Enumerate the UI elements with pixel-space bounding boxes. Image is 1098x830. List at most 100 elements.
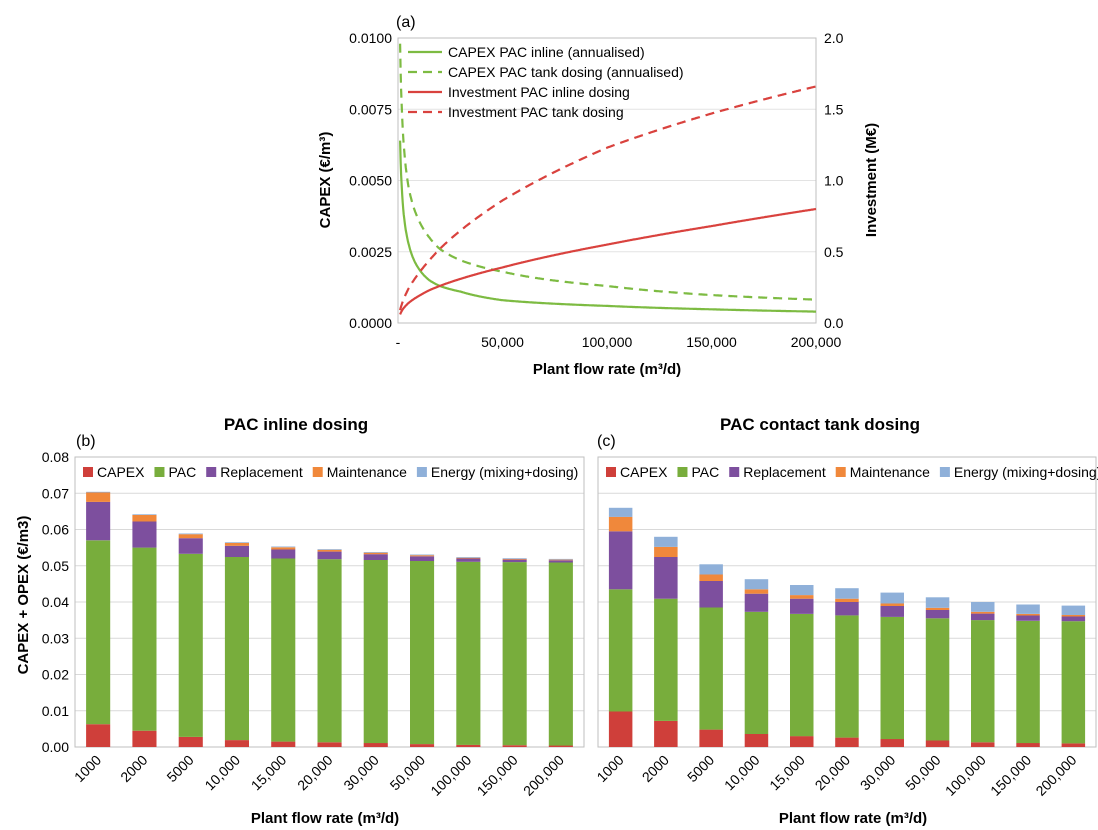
panel-c-label: (c) xyxy=(597,433,616,450)
panel-b-tick-labels: 0.00 0.01 0.02 0.03 0.04 0.05 0.06 0.07 0.08 1000… xyxy=(42,449,567,799)
panel-b-y-axis-title: CAPEX + OPEX (€/m3) xyxy=(15,516,32,675)
panel-c-legend-swatch xyxy=(606,467,616,477)
panel-c-bar-segment xyxy=(925,610,950,619)
panel-b-y-tick-label: 0.06 xyxy=(42,522,69,538)
panel-c-bar-segment xyxy=(608,711,633,747)
panel-c-bar-segment xyxy=(1016,604,1040,614)
panel-c-legend-swatch xyxy=(939,467,950,477)
panel-b-x-tick-label: 100,000 xyxy=(427,752,474,799)
panel-c-bar-segment xyxy=(744,579,769,590)
panel-b-bar-segment xyxy=(132,515,157,522)
panel-b-stacked-bar-chart: PAC inline dosing (b) 0.000.010.020.030.… xyxy=(15,415,585,827)
panel-b-bar-segment xyxy=(271,547,296,550)
panel-a-legend: CAPEX PAC inline (annualised) CAPEX PAC t… xyxy=(408,44,684,120)
panel-b-bar-segment xyxy=(502,558,527,560)
panel-b-bar-segment xyxy=(456,744,481,747)
panel-c-bar-segment xyxy=(744,734,769,747)
panel-c-bar-segment xyxy=(608,589,633,712)
panel-b-bar-segment xyxy=(456,557,481,559)
panel-a-x-tick-label: 200,000 xyxy=(791,334,842,350)
panel-b-bar-segment xyxy=(410,554,435,556)
panel-b-bar-segment xyxy=(456,557,481,558)
panel-c-bar-segment xyxy=(835,598,859,602)
panel-c-bar-segment xyxy=(835,737,859,747)
panel-c-bar-segment xyxy=(971,611,995,614)
panel-c-bar-segment xyxy=(608,531,633,590)
panel-c-bar-segment xyxy=(880,739,904,747)
panel-c-legend-swatch xyxy=(729,467,740,477)
panel-b-bar-segment xyxy=(178,533,203,535)
panel-b-bar-segment xyxy=(456,561,481,745)
panel-a-label: (a) xyxy=(396,14,416,31)
panel-c-x-tick-label: 20,000 xyxy=(812,752,854,794)
panel-c-bar-segment xyxy=(699,581,723,608)
panel-c-bar-segment xyxy=(971,620,995,743)
panel-b-bar-segment xyxy=(548,558,573,560)
panel-a-y2-axis-title: Investment (M€) xyxy=(863,123,880,237)
panel-b-bar-segment xyxy=(271,741,296,747)
panel-c-legend-label: CAPEX xyxy=(620,464,668,480)
panel-c-legend: CAPEX PAC Replacement Maintenance Energy (mi… xyxy=(606,464,1098,480)
panel-b-legend-swatch xyxy=(206,467,217,477)
panel-b-legend-label: PAC xyxy=(168,464,196,480)
panel-a-x-axis-title: Plant flow rate (m³/d) xyxy=(533,361,681,378)
panel-c-bar-segment xyxy=(1016,620,1040,744)
panel-c-legend-label: Maintenance xyxy=(850,464,930,480)
panel-b-x-tick-label: 1000 xyxy=(71,752,104,785)
panel-b-bar-segment xyxy=(317,742,342,747)
panel-b-bar-segment xyxy=(317,549,342,550)
panel-b-legend-swatch xyxy=(154,467,165,477)
panel-b-y-tick-label: 0.08 xyxy=(42,449,69,465)
panel-c-bar-segment xyxy=(880,616,904,740)
panel-c-bar-segment xyxy=(880,606,904,617)
panel-b-x-axis-title: Plant flow rate (m³/d) xyxy=(251,810,399,827)
panel-a-series-line-1 xyxy=(399,140,816,313)
panel-a-series-line-4 xyxy=(399,85,817,311)
panel-c-bar-segment xyxy=(1061,743,1086,747)
panel-c-bar-segment xyxy=(1016,614,1040,616)
panel-b-bar-segment xyxy=(548,560,573,563)
panel-c-legend-label: Energy (mixing+dosing) xyxy=(954,464,1098,480)
panel-b-legend-label: Maintenance xyxy=(327,464,407,480)
panel-a-legend-label: CAPEX PAC inline (annualised) xyxy=(448,44,645,60)
panel-c-x-tick-label: 2000 xyxy=(639,752,672,785)
panel-c-bar-segment xyxy=(654,720,678,747)
panel-a-tick-labels: 0.0000 0.0 0.0025 0.5 0.0050 1.0 0.0075 1.5 0.01… xyxy=(349,30,844,350)
panel-b-bar-segment xyxy=(410,561,435,745)
panel-b-bar-segment xyxy=(271,558,296,742)
panel-b-bar-segment xyxy=(132,730,157,747)
panel-c-bar-segment xyxy=(654,557,678,599)
panel-b-bar-segment xyxy=(132,514,157,515)
panel-a-line-chart: (a) 0.0000 0.0 0.0025 0.5 0.0050 1.0 0.0075 1.5… xyxy=(317,14,880,378)
panel-b-bar-segment xyxy=(86,501,111,541)
panel-b-bar-segment xyxy=(178,538,203,554)
panel-c-stacked-bar-chart: PAC contact tank dosing (c) 1000 2000 5000… xyxy=(593,415,1098,827)
panel-c-bar-segment xyxy=(925,618,950,741)
panel-c-title: PAC contact tank dosing xyxy=(720,415,920,434)
panel-a-series-lines xyxy=(399,43,817,315)
panel-c-x-tick-label: 10,000 xyxy=(721,752,763,794)
panel-b-title: PAC inline dosing xyxy=(224,415,368,434)
panel-c-bar-segment xyxy=(790,585,814,596)
panel-b-bar-segment xyxy=(363,560,388,744)
panel-c-tick-labels: 1000 2000 5000 10,000 15,000 20,000 30,000 50,0… xyxy=(593,752,1079,799)
panel-c-bar-segment xyxy=(1016,743,1040,747)
panel-a-x-tick-label: 150,000 xyxy=(686,334,737,350)
panel-b-y-tick-label: 0.05 xyxy=(42,558,69,574)
panel-c-bar-segment xyxy=(925,607,950,610)
panel-b-bar-segment xyxy=(363,552,388,555)
panel-c-bar-segment xyxy=(608,516,633,532)
panel-c-bar-segment xyxy=(790,595,814,599)
panel-c-bar-segment xyxy=(1016,615,1040,621)
panel-b-bar-segment xyxy=(224,545,249,557)
panel-b-bar-segment xyxy=(86,491,111,493)
panel-b-bar-segment xyxy=(456,558,481,562)
panel-b-bar-segment xyxy=(178,736,203,747)
panel-a-y-axis-title: CAPEX (€/m³) xyxy=(317,132,334,229)
panel-a-y-tick-label: 0.0075 xyxy=(349,101,392,117)
panel-c-bar-segment xyxy=(1061,621,1086,744)
panel-b-bar-segment xyxy=(178,553,203,737)
panel-c-bars xyxy=(608,507,1086,747)
panel-c-bar-segment xyxy=(608,507,633,517)
